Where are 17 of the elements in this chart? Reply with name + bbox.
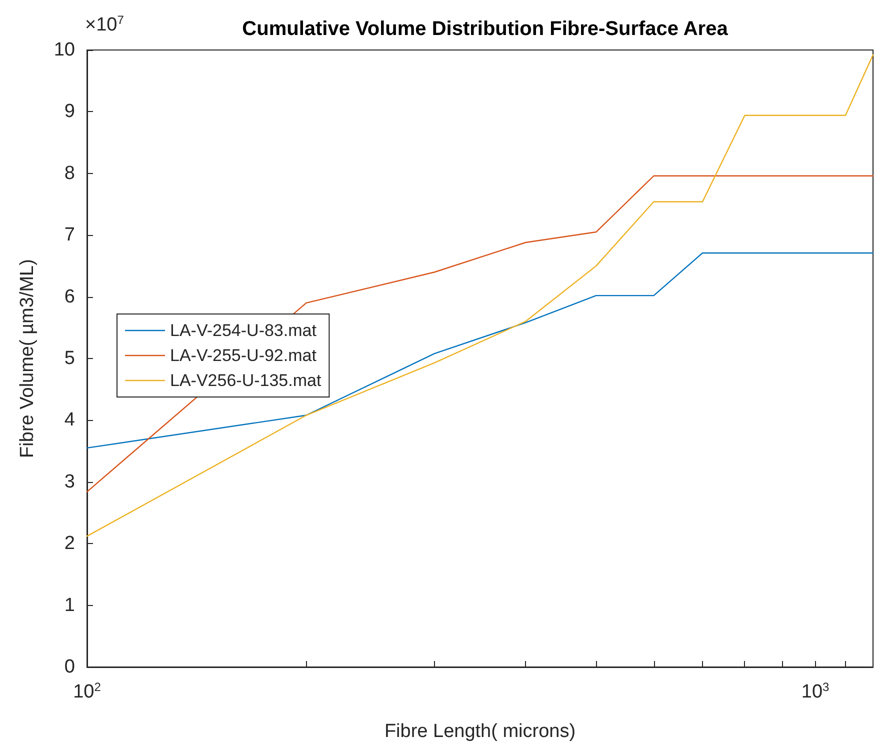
legend-label: LA-V256-U-135.mat	[170, 371, 322, 390]
y-tick-label: 1	[64, 594, 75, 616]
y-tick-label: 3	[64, 471, 75, 492]
y-tick-label: 7	[64, 224, 75, 246]
y-tick-label: 2	[64, 533, 75, 554]
y-tick-label: 8	[64, 162, 75, 184]
y-tick-label: 5	[64, 348, 75, 369]
y-axis-title: Fibre Volume( µm3/ML)	[17, 259, 38, 458]
y-tick-label: 0	[64, 656, 75, 678]
chart-title: Cumulative Volume Distribution Fibre-Surface Area	[242, 18, 729, 40]
y-tick-label: 9	[64, 101, 75, 122]
legend-label: LA-V-254-U-83.mat	[170, 321, 317, 340]
legend-label: LA-V-255-U-92.mat	[170, 346, 317, 365]
y-tick-label: 10	[54, 40, 75, 60]
y-tick-label: 6	[64, 286, 75, 308]
y-tick-label: 4	[64, 410, 76, 431]
x-axis-title: Fibre Length( microns)	[384, 721, 576, 742]
